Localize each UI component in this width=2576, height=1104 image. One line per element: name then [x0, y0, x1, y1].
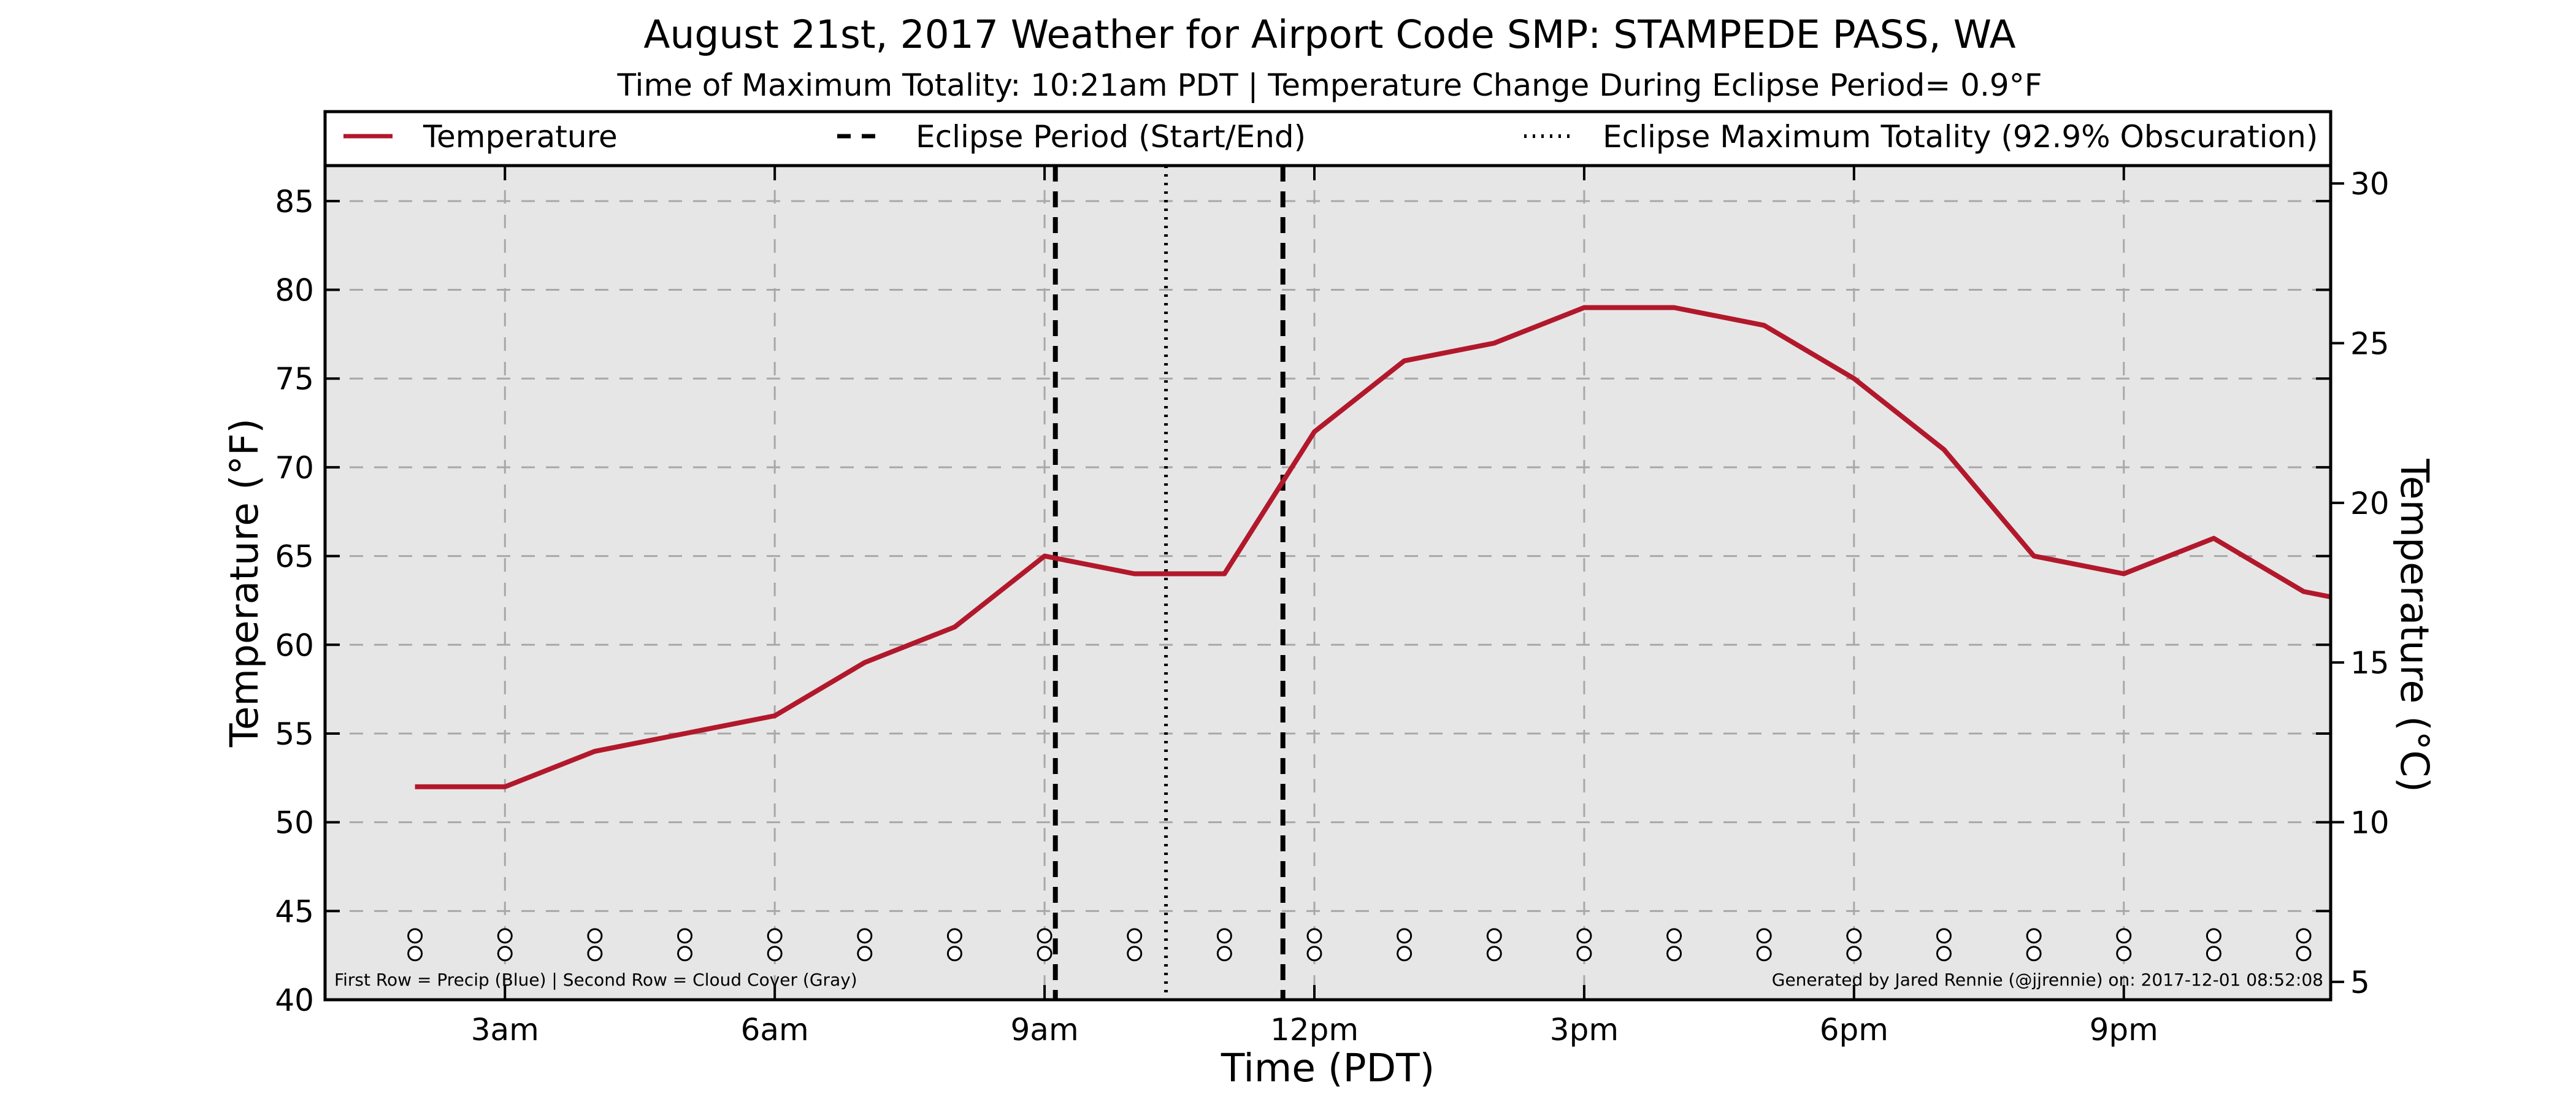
precip-marker-15 [1576, 928, 1592, 944]
footnote-right: Generated by Jared Rennie (@jjrennie) on… [1772, 970, 2323, 990]
grid [325, 166, 2331, 1000]
marker-rows [407, 928, 2312, 962]
cloud-marker-16 [1666, 946, 1682, 962]
precip-marker-9 [1037, 928, 1052, 944]
cloud-marker-17 [1756, 946, 1772, 962]
footnote-left: First Row = Precip (Blue) | Second Row =… [334, 970, 857, 990]
x-axis-label: Time (PDT) [1221, 1046, 1435, 1091]
eclipse-lines [1052, 166, 1286, 1000]
precip-marker-5 [677, 928, 693, 944]
y-tick-label-50: 50 [275, 805, 314, 841]
cloud-marker-14 [1486, 946, 1502, 962]
precip-marker-3 [497, 928, 513, 944]
precip-marker-23 [2296, 928, 2312, 944]
precip-marker-7 [857, 928, 873, 944]
y-tick-label-75: 75 [275, 361, 314, 397]
chart-subtitle: Time of Maximum Totality: 10:21am PDT | … [617, 67, 2042, 103]
precip-marker-4 [587, 928, 603, 944]
cloud-marker-13 [1397, 946, 1413, 962]
x-tick-label-6am: 6am [741, 1012, 809, 1048]
precip-marker-6 [767, 928, 783, 944]
plot-area [325, 166, 2331, 1000]
precip-marker-11 [1216, 928, 1232, 944]
y-right-tick-label-20: 20 [2350, 486, 2390, 521]
precip-marker-16 [1666, 928, 1682, 944]
y-right-tick-label-25: 25 [2350, 326, 2390, 361]
cloud-marker-11 [1216, 946, 1232, 962]
precip-marker-2 [407, 928, 423, 944]
precip-marker-21 [2116, 928, 2132, 944]
x-tick-label-9pm: 9pm [2090, 1012, 2158, 1048]
cloud-marker-4 [587, 946, 603, 962]
precip-marker-10 [1127, 928, 1143, 944]
precip-marker-13 [1397, 928, 1413, 944]
y-right-tick-label-15: 15 [2350, 645, 2390, 681]
cloud-marker-5 [677, 946, 693, 962]
y-right-tick-label-5: 5 [2350, 965, 2370, 1000]
precip-marker-14 [1486, 928, 1502, 944]
cloud-marker-18 [1846, 946, 1862, 962]
y-tick-label-45: 45 [275, 894, 314, 929]
series-layer [415, 305, 2331, 789]
cloud-marker-19 [1936, 946, 1952, 962]
precip-marker-19 [1936, 928, 1952, 944]
y-axis-label-right: Temperature (°C) [2392, 458, 2437, 792]
legend-eclipse-period-label: Eclipse Period (Start/End) [916, 119, 1306, 155]
y-tick-label-70: 70 [275, 450, 314, 486]
y-right-tick-label-10: 10 [2350, 805, 2390, 841]
cloud-marker-2 [407, 946, 423, 962]
y-tick-label-55: 55 [275, 716, 314, 752]
x-tick-label-3pm: 3pm [1550, 1012, 1619, 1048]
cloud-marker-12 [1306, 946, 1322, 962]
cloud-marker-3 [497, 946, 513, 962]
precip-marker-12 [1306, 928, 1322, 944]
y-tick-label-65: 65 [275, 539, 314, 575]
x-tick-label-9am: 9am [1011, 1012, 1079, 1048]
precip-marker-8 [946, 928, 962, 944]
cloud-marker-6 [767, 946, 783, 962]
legend-max-totality-label: Eclipse Maximum Totality (92.9% Obscurat… [1603, 119, 2318, 155]
cloud-marker-8 [946, 946, 962, 962]
cloud-marker-20 [2026, 946, 2042, 962]
cloud-marker-23 [2296, 946, 2312, 962]
cloud-marker-9 [1037, 946, 1052, 962]
legend: Temperature Eclipse Period (Start/End) E… [323, 110, 2333, 167]
x-tick-label-3am: 3am [471, 1012, 539, 1048]
axes: 40 45 50 55 60 65 70 75 80 85 3am 6am 9am 12pm 3pm 6pm 9… [275, 166, 2390, 1048]
precip-marker-17 [1756, 928, 1772, 944]
cloud-marker-22 [2206, 946, 2221, 962]
x-tick-label-6pm: 6pm [1820, 1012, 1888, 1048]
y-tick-label-80: 80 [275, 273, 314, 309]
cloud-marker-21 [2116, 946, 2132, 962]
y-axis-label-left: Temperature (°F) [222, 418, 267, 748]
legend-box [323, 110, 2333, 167]
y-tick-label-40: 40 [275, 983, 314, 1018]
precip-marker-18 [1846, 928, 1862, 944]
legend-temperature-label: Temperature [423, 119, 618, 155]
precip-marker-20 [2026, 928, 2042, 944]
y-tick-label-60: 60 [275, 627, 314, 663]
x-tick-label-12pm: 12pm [1270, 1012, 1359, 1048]
cloud-marker-15 [1576, 946, 1592, 962]
temperature-line [415, 305, 2331, 789]
precip-marker-22 [2206, 928, 2221, 944]
y-tick-label-85: 85 [275, 184, 314, 220]
cloud-marker-7 [857, 946, 873, 962]
y-right-tick-label-30: 30 [2350, 166, 2390, 202]
chart-title: August 21st, 2017 Weather for Airport Co… [643, 12, 2015, 57]
cloud-marker-10 [1127, 946, 1143, 962]
